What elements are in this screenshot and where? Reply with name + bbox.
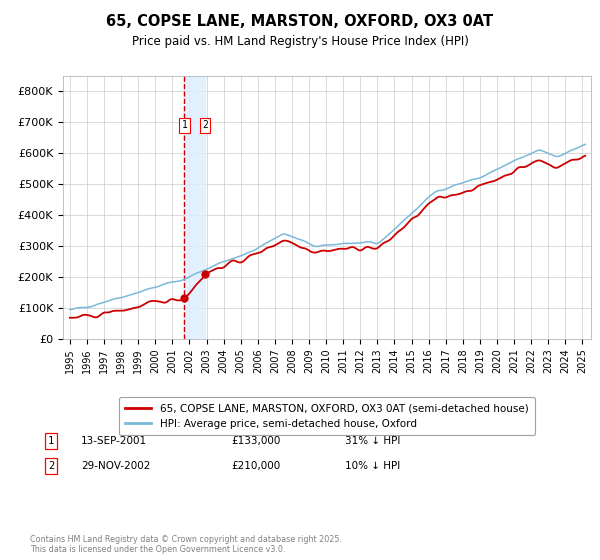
Text: 65, COPSE LANE, MARSTON, OXFORD, OX3 0AT: 65, COPSE LANE, MARSTON, OXFORD, OX3 0AT — [106, 14, 494, 29]
Text: 2: 2 — [202, 120, 208, 130]
Text: £210,000: £210,000 — [231, 461, 280, 471]
Text: 1: 1 — [182, 120, 187, 130]
Bar — [184, 76, 205, 339]
Text: 1: 1 — [48, 436, 54, 446]
Legend: 65, COPSE LANE, MARSTON, OXFORD, OX3 0AT (semi-detached house), HPI: Average pri: 65, COPSE LANE, MARSTON, OXFORD, OX3 0AT… — [119, 397, 535, 435]
Text: Price paid vs. HM Land Registry's House Price Index (HPI): Price paid vs. HM Land Registry's House … — [131, 35, 469, 48]
Text: 10% ↓ HPI: 10% ↓ HPI — [345, 461, 400, 471]
Text: 29-NOV-2002: 29-NOV-2002 — [81, 461, 151, 471]
Text: £133,000: £133,000 — [231, 436, 280, 446]
Text: Contains HM Land Registry data © Crown copyright and database right 2025.
This d: Contains HM Land Registry data © Crown c… — [30, 535, 342, 554]
Text: 13-SEP-2001: 13-SEP-2001 — [81, 436, 147, 446]
Text: 31% ↓ HPI: 31% ↓ HPI — [345, 436, 400, 446]
Text: 2: 2 — [48, 461, 54, 471]
